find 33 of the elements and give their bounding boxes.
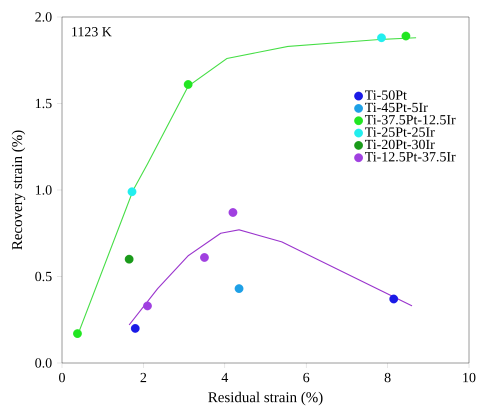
legend-label: Ti-20Pt-30Ir <box>365 140 435 150</box>
point <box>402 32 410 40</box>
point <box>200 253 209 262</box>
y-tick-label: 1.5 <box>36 98 52 108</box>
x-tick-label: 8 <box>384 372 391 382</box>
x-tick-label: 2 <box>140 372 146 382</box>
point <box>128 187 136 196</box>
y-tick-label: 2.0 <box>35 12 52 22</box>
x-axis-title: Residual strain (%) <box>208 392 323 406</box>
legend-label: Ti-45Pt-5Ir <box>365 102 428 112</box>
y-axis-title: Recovery strain (%) <box>12 130 26 250</box>
point <box>377 33 386 42</box>
legend-label: Ti-25Pt-25Ir <box>365 127 435 137</box>
annotation: 1123 K <box>72 27 112 36</box>
legend-label: Ti-12.5Pt-37.5Ir <box>365 152 456 162</box>
y-tick-label: 0.5 <box>35 272 52 282</box>
point <box>228 208 238 217</box>
x-tick-label: 4 <box>222 372 228 382</box>
line-series <box>128 229 413 326</box>
point <box>130 324 140 333</box>
y-tick-label: 0.0 <box>35 358 52 368</box>
y-tick-label: 1.0 <box>36 185 52 195</box>
point <box>389 294 398 304</box>
x-tick-label: 10 <box>463 372 476 382</box>
x-tick-label: 0 <box>59 372 65 382</box>
point <box>184 80 193 89</box>
point <box>234 284 244 293</box>
point <box>143 302 152 310</box>
legend-label: Ti-50Pt <box>365 90 407 100</box>
point <box>124 254 134 264</box>
legend-label: Ti-37.5Pt-12.5Ir <box>365 115 456 125</box>
point <box>73 329 82 338</box>
x-tick-label: 6 <box>303 372 310 382</box>
